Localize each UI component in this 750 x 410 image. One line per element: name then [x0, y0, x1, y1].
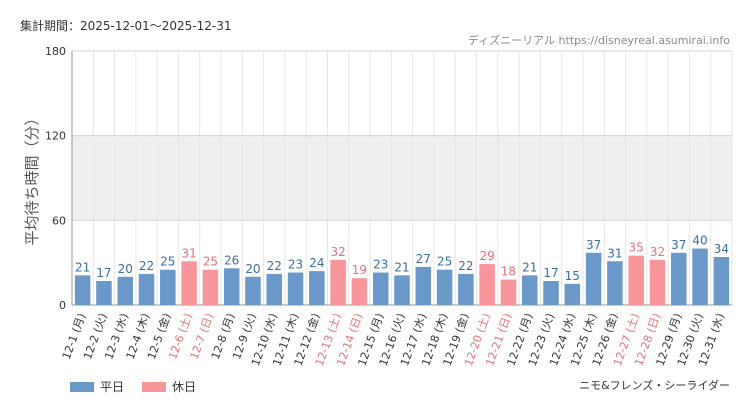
bar-value-label: 27: [416, 252, 431, 266]
period-label: 集計期間：2025-12-01～2025-12-31: [20, 19, 232, 33]
bar: [117, 276, 133, 305]
bar: [74, 275, 91, 305]
bar: [96, 281, 112, 305]
bar: [458, 273, 474, 305]
bar-value-label: 29: [480, 249, 495, 263]
bar: [202, 269, 219, 305]
bar: [607, 261, 623, 305]
legend-item-holiday: 休日: [142, 378, 196, 395]
bar-value-label: 31: [181, 246, 196, 260]
y-axis-label: 平均待ち時間（分）: [23, 110, 41, 245]
source-credit: ディズニーリアル https://disneyreal.asumirai.inf…: [467, 34, 730, 47]
bar-value-label: 25: [203, 255, 218, 269]
attraction-name: ニモ&フレンズ・シーライダー: [579, 379, 730, 392]
legend: 平日 休日: [70, 378, 214, 395]
bar: [266, 273, 283, 305]
legend-item-weekday: 平日: [70, 378, 124, 395]
bar-value-label: 40: [692, 234, 707, 248]
bar: [287, 272, 304, 305]
bar: [671, 252, 687, 305]
bar-value-label: 32: [330, 245, 345, 259]
bar-value-label: 22: [267, 259, 282, 273]
bar: [394, 275, 410, 305]
bar-value-label: 34: [714, 242, 729, 256]
y-tick-label: 120: [45, 130, 66, 143]
bar: [564, 283, 581, 305]
legend-swatch-weekday: [70, 381, 94, 392]
bar: [500, 279, 517, 305]
bar-value-label: 22: [139, 259, 154, 273]
bar-value-label: 21: [394, 260, 409, 274]
bar: [415, 266, 432, 305]
bar: [351, 278, 368, 305]
bar-value-label: 20: [245, 262, 260, 276]
bar-value-label: 19: [352, 263, 367, 277]
bar: [543, 281, 559, 305]
bar: [223, 268, 240, 305]
bar: [585, 252, 602, 305]
bar-value-label: 17: [96, 266, 111, 280]
bar-value-label: 24: [309, 256, 324, 270]
bar: [713, 257, 730, 305]
bar: [692, 248, 708, 305]
bar-value-label: 17: [543, 266, 558, 280]
bar-value-label: 25: [160, 255, 175, 269]
bar: [309, 271, 325, 305]
legend-label-holiday: 休日: [172, 380, 197, 394]
bar: [138, 273, 155, 305]
bar-value-label: 15: [565, 269, 580, 283]
bar-value-label: 25: [437, 255, 452, 269]
bar: [649, 259, 666, 305]
bar-value-label: 26: [224, 253, 239, 267]
bar: [181, 261, 197, 305]
y-tick-label: 0: [59, 299, 66, 312]
bar-value-label: 21: [522, 260, 537, 274]
y-tick-label: 60: [52, 214, 66, 227]
legend-swatch-holiday: [142, 381, 167, 392]
bar-value-label: 20: [118, 262, 133, 276]
bar-value-label: 21: [75, 260, 90, 274]
bar-value-label: 37: [671, 238, 686, 252]
bar: [436, 269, 453, 305]
bar-value-label: 32: [650, 245, 665, 259]
bar-value-label: 23: [288, 258, 303, 272]
bar: [521, 275, 538, 305]
y-tick-label: 180: [45, 45, 66, 58]
bar-value-label: 31: [607, 246, 622, 260]
bar: [160, 269, 176, 305]
bar: [372, 272, 389, 305]
legend-label-weekday: 平日: [100, 380, 125, 394]
bar-value-label: 22: [458, 259, 473, 273]
bar: [330, 259, 346, 305]
bar-value-label: 18: [501, 265, 516, 279]
band-60-120: [72, 135, 732, 221]
bar: [245, 276, 261, 305]
bar: [479, 264, 495, 305]
bar-value-label: 35: [629, 241, 644, 255]
bar-value-label: 37: [586, 238, 601, 252]
bar-value-label: 23: [373, 258, 388, 272]
bar: [628, 255, 644, 305]
